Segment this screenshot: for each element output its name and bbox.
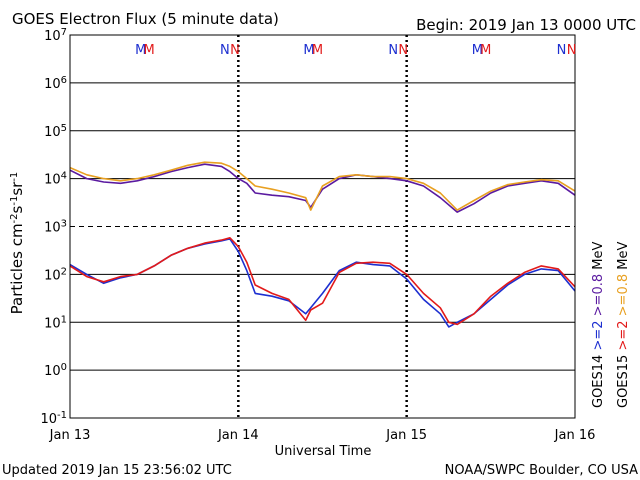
y-tick-labels: 107 106 105 104 103 102 101 100 10-1 bbox=[40, 27, 67, 428]
event-marker: N bbox=[388, 43, 398, 58]
legend-entry: GOES15 bbox=[616, 355, 631, 408]
y-tick-label: 105 bbox=[44, 122, 67, 140]
event-marker: M bbox=[472, 43, 483, 58]
y-tick-label: 107 bbox=[44, 27, 67, 45]
begin-time: Begin: 2019 Jan 13 0000 UTC bbox=[416, 16, 636, 34]
legend-entry: GOES14 bbox=[591, 355, 606, 408]
y-tick-label: 10-1 bbox=[40, 410, 67, 428]
series-line bbox=[69, 161, 576, 211]
legend-entry: >=2 bbox=[591, 320, 606, 354]
event-marker: N bbox=[230, 43, 240, 58]
plot-frame bbox=[69, 34, 576, 419]
event-marker: N bbox=[557, 43, 567, 58]
event-marker: M bbox=[144, 43, 155, 58]
event-marker: N bbox=[398, 43, 408, 58]
y-tick-label: 104 bbox=[44, 170, 67, 188]
y-axis-label: Particles cm-2s-1sr-1 bbox=[8, 172, 26, 315]
x-tick-label: Jan 13 bbox=[49, 428, 91, 443]
event-marker: M bbox=[135, 43, 146, 58]
data-source: NOAA/SWPC Boulder, CO USA bbox=[445, 463, 638, 478]
legend-column: GOES14 >=2 >=0.8 MeV bbox=[591, 242, 606, 408]
y-tick-label: 106 bbox=[44, 74, 67, 92]
series-layer bbox=[69, 161, 576, 328]
updated-time: Updated 2019 Jan 15 23:56:02 UTC bbox=[2, 463, 232, 478]
legend-unit: MeV bbox=[616, 242, 631, 274]
legend-entry: >=0.8 bbox=[591, 274, 606, 321]
series-line bbox=[69, 237, 576, 326]
legend-entry: >=2 bbox=[616, 320, 631, 354]
legend-entry: >=0.8 bbox=[616, 274, 631, 321]
y-tick-label: 103 bbox=[44, 218, 67, 236]
event-marker: N bbox=[220, 43, 230, 58]
x-tick-label: Jan 14 bbox=[217, 428, 259, 443]
chart-title: GOES Electron Flux (5 minute data) bbox=[12, 10, 279, 28]
x-tick-label: Jan 15 bbox=[385, 428, 427, 443]
event-marker: M bbox=[312, 43, 323, 58]
event-marker: M bbox=[303, 43, 314, 58]
event-marker: N bbox=[567, 43, 577, 58]
legend-column: GOES15 >=2 >=0.8 MeV bbox=[616, 242, 631, 408]
legend-unit: MeV bbox=[591, 242, 606, 274]
y-tick-label: 101 bbox=[44, 314, 67, 332]
event-marker: M bbox=[480, 43, 491, 58]
y-tick-label: 100 bbox=[44, 362, 67, 380]
x-tick-label: Jan 16 bbox=[554, 428, 596, 443]
day-separators bbox=[237, 35, 408, 418]
series-line bbox=[69, 238, 576, 328]
x-tick-labels: Jan 13 Jan 14 Jan 15 Jan 16 bbox=[49, 428, 596, 443]
grid-layer bbox=[70, 82, 575, 371]
x-axis-label: Universal Time bbox=[275, 444, 372, 459]
event-markers: MM N N MM N N MM N N bbox=[135, 43, 576, 58]
y-tick-label: 102 bbox=[44, 266, 67, 284]
